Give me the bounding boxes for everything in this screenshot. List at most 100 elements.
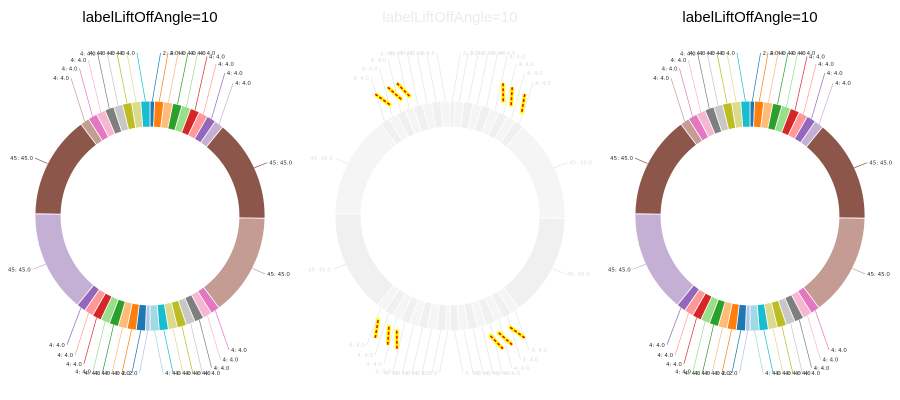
donut-chart-1: 2: 2.04: 4.04: 4.04: 4.04: 4.04: 4.04: 4… bbox=[8, 51, 293, 377]
diff-mark-core-4 bbox=[510, 87, 513, 107]
leader-line-32 bbox=[388, 60, 402, 113]
leader-line-17 bbox=[463, 330, 474, 374]
slice-label-10: 45: 45.0 bbox=[567, 272, 590, 278]
slice-label-27: 4: 4.0 bbox=[49, 343, 65, 349]
slice-label-18: 4: 4.0 bbox=[465, 371, 481, 377]
donut-slice-28 bbox=[34, 213, 95, 306]
chart-title: labelLiftOffAngle=10 bbox=[682, 9, 818, 26]
slice-label-11: 4: 4.0 bbox=[531, 348, 547, 354]
leader-line-3 bbox=[777, 52, 789, 105]
leader-line-20 bbox=[731, 330, 742, 374]
leader-line-7 bbox=[211, 72, 226, 119]
diff-mark-core-0 bbox=[374, 93, 392, 107]
slice-label-20: 4: 4.0 bbox=[114, 371, 130, 377]
leader-line-4 bbox=[786, 52, 798, 107]
donut-chart-3: 2: 2.04: 4.04: 4.04: 4.04: 4.04: 4.04: 4… bbox=[608, 51, 893, 377]
leader-line-33 bbox=[397, 53, 410, 109]
slice-label-26: 4: 4.0 bbox=[357, 353, 373, 359]
leader-line-26 bbox=[74, 313, 89, 356]
leader-line-29 bbox=[34, 157, 48, 164]
leader-line-11 bbox=[514, 310, 530, 351]
leader-line-20 bbox=[431, 330, 442, 374]
slice-label-34: 4: 4.0 bbox=[389, 51, 405, 57]
donut-chart-2: 2: 2.04: 4.04: 4.04: 4.04: 4.04: 4.04: 4… bbox=[308, 51, 593, 377]
slice-label-18: 4: 4.0 bbox=[165, 371, 181, 377]
slice-label-18: 4: 4.0 bbox=[765, 371, 781, 377]
leader-line-2 bbox=[468, 52, 479, 103]
leader-line-10 bbox=[552, 268, 566, 275]
leader-line-37 bbox=[436, 52, 446, 102]
slice-label-28: 45: 45.0 bbox=[8, 267, 31, 273]
leader-line-7 bbox=[811, 72, 826, 119]
donut-slice-9 bbox=[505, 126, 566, 219]
diff-mark-core-2 bbox=[396, 82, 412, 98]
donut-slice-18 bbox=[749, 304, 760, 332]
chart-title: labelLiftOffAngle=10 bbox=[82, 9, 218, 26]
slice-label-5: 4: 4.0 bbox=[809, 55, 825, 61]
leader-line-5 bbox=[494, 56, 508, 111]
leader-line-35 bbox=[716, 52, 728, 104]
leader-line-9 bbox=[554, 162, 568, 169]
slice-label-36: 4: 4.0 bbox=[709, 51, 725, 57]
slice-label-14: 4: 4.0 bbox=[204, 371, 220, 377]
slice-label-28: 45: 45.0 bbox=[308, 267, 331, 273]
slice-label-16: 4: 4.0 bbox=[185, 371, 201, 377]
slice-label-33: 4: 4.0 bbox=[80, 51, 96, 57]
leader-line-32 bbox=[88, 60, 102, 113]
leader-line-25 bbox=[683, 317, 697, 364]
slice-label-7: 4: 4.0 bbox=[827, 71, 843, 77]
leader-line-25 bbox=[383, 317, 397, 364]
slice-label-21: 4: 4.0 bbox=[404, 371, 420, 377]
slice-label-30: 4: 4.0 bbox=[53, 76, 69, 82]
leader-line-19 bbox=[739, 330, 749, 374]
donut-ring bbox=[334, 100, 566, 332]
slice-label-26: 4: 4.0 bbox=[657, 353, 673, 359]
slice-label-4: 4: 4.0 bbox=[500, 51, 516, 57]
leader-line-6 bbox=[503, 64, 517, 115]
leader-line-14 bbox=[190, 323, 203, 374]
leader-line-34 bbox=[406, 52, 419, 106]
slice-label-11: 4: 4.0 bbox=[231, 348, 247, 354]
leader-line-18 bbox=[154, 330, 164, 374]
leader-line-36 bbox=[726, 52, 737, 102]
slice-labels: 2: 2.04: 4.04: 4.04: 4.04: 4.04: 4.04: 4… bbox=[608, 51, 893, 377]
leader-line-8 bbox=[818, 83, 834, 125]
leader-line-22 bbox=[411, 327, 423, 374]
slice-label-15: 4: 4.0 bbox=[195, 371, 211, 377]
chart-title: labelLiftOffAngle=10 bbox=[382, 9, 518, 26]
donut-slice-18 bbox=[149, 304, 160, 332]
leader-line-15 bbox=[781, 326, 794, 374]
slice-label-4: 4: 4.0 bbox=[200, 51, 216, 57]
slice-label-1: 4: 4.0 bbox=[770, 51, 786, 57]
slice-label-15: 4: 4.0 bbox=[495, 371, 511, 377]
slice-label-2: 4: 4.0 bbox=[480, 51, 496, 57]
leader-line-35 bbox=[416, 52, 428, 104]
slice-label-37: 4: 4.0 bbox=[719, 51, 735, 57]
donut-slice-37 bbox=[440, 100, 451, 128]
donut-panel-1: labelLiftOffAngle=10 2: 2.0 4: 4.0 4: 4.0 4… bbox=[0, 0, 300, 400]
slice-label-15: 4: 4.0 bbox=[795, 371, 811, 377]
leader-line-23 bbox=[102, 325, 114, 374]
leader-line-1 bbox=[458, 52, 469, 102]
slice-label-14: 4: 4.0 bbox=[804, 371, 820, 377]
leader-line-30 bbox=[70, 77, 86, 122]
slice-label-29: 45: 45.0 bbox=[610, 156, 633, 162]
slice-label-21: 4: 4.0 bbox=[704, 371, 720, 377]
slice-label-6: 4: 4.0 bbox=[818, 62, 834, 68]
slice-label-21: 4: 4.0 bbox=[104, 371, 120, 377]
donut-slice-9 bbox=[805, 126, 866, 219]
slice-label-35: 4: 4.0 bbox=[699, 51, 715, 57]
diff-mark-core-10 bbox=[496, 331, 513, 346]
leader-line-33 bbox=[97, 53, 110, 109]
leader-line-28 bbox=[632, 263, 646, 270]
leader-line-19 bbox=[139, 330, 149, 374]
slice-label-31: 4: 4.0 bbox=[662, 66, 678, 72]
leader-line-4 bbox=[486, 52, 498, 107]
slice-label-28: 45: 45.0 bbox=[608, 267, 631, 273]
slice-label-23: 4: 4.0 bbox=[385, 371, 401, 377]
leader-line-8 bbox=[518, 83, 534, 125]
slice-label-25: 4: 4.0 bbox=[366, 362, 382, 368]
slice-label-20: 4: 4.0 bbox=[714, 371, 730, 377]
donut-slice-37 bbox=[140, 100, 151, 128]
slice-label-12: 4: 4.0 bbox=[523, 358, 539, 364]
